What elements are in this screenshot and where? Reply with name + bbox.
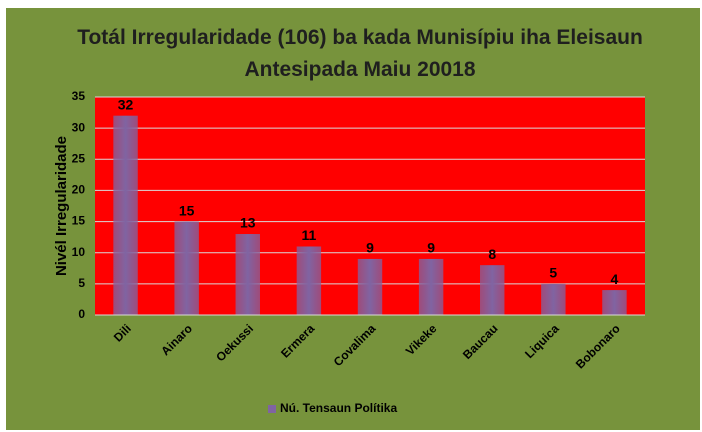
bar	[541, 283, 566, 315]
data-label: 4	[611, 271, 619, 287]
bar	[418, 258, 444, 315]
data-label: 9	[427, 240, 435, 256]
legend-label: Nú. Tensaun Polítika	[280, 401, 397, 415]
data-label: 32	[118, 96, 134, 112]
bar	[113, 115, 138, 315]
y-tick-label: 15	[72, 214, 86, 228]
data-label: 11	[301, 227, 316, 243]
bar	[296, 246, 322, 315]
y-tick-label: 35	[72, 89, 86, 103]
bar	[480, 265, 505, 315]
y-tick-label: 0	[78, 307, 85, 321]
data-label: 13	[240, 215, 256, 231]
legend-swatch	[268, 405, 276, 413]
data-label: 15	[179, 202, 195, 218]
y-axis-label: Nivél Irregularidade	[53, 136, 70, 276]
y-tick-label: 10	[72, 245, 86, 259]
data-label: 5	[549, 265, 557, 281]
bar	[602, 290, 627, 315]
bar	[357, 258, 383, 315]
bar	[235, 234, 260, 315]
y-tick-label: 20	[72, 183, 86, 197]
y-tick-label: 30	[72, 120, 86, 134]
y-tick-label: 25	[72, 151, 86, 165]
y-tick-label: 5	[78, 276, 85, 290]
data-label: 9	[366, 240, 374, 256]
chart-title: Totál Irregularidade (106) ba kada Munis…	[77, 26, 643, 81]
bar	[174, 221, 199, 315]
data-label: 8	[488, 246, 496, 262]
